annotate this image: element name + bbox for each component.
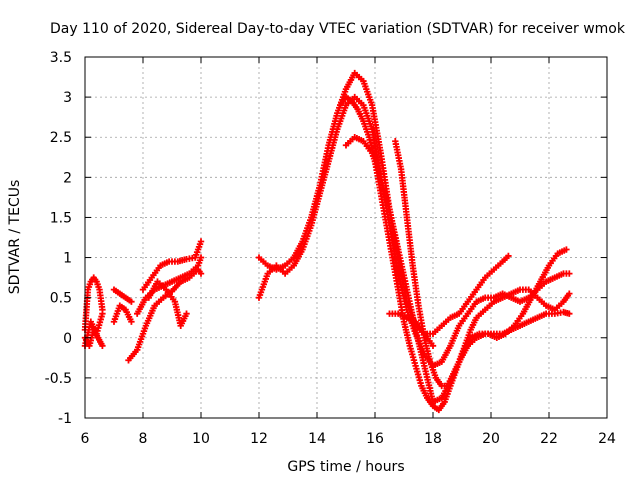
y-tick-label: 1 [63, 251, 72, 267]
y-tick-label: 2.5 [50, 130, 72, 146]
x-tick-label: 12 [250, 431, 268, 447]
data-point [566, 310, 573, 317]
x-tick-labels: 6 8 10 12 14 16 18 20 22 24 [81, 431, 616, 447]
chart-title: Day 110 of 2020, Sidereal Day-to-day VTE… [50, 21, 626, 37]
data-point [563, 246, 570, 253]
data-point [197, 238, 205, 245]
y-tick-label: 3 [63, 90, 72, 106]
data-point [429, 342, 437, 349]
data-point [566, 290, 573, 297]
series-track-f [125, 266, 205, 364]
y-tick-label: 0 [63, 331, 72, 347]
series-track-n [392, 138, 573, 390]
data-point [128, 298, 135, 305]
x-tick-label: 10 [192, 431, 210, 447]
x-tick-label: 22 [540, 431, 558, 447]
series-track-e [110, 286, 135, 305]
series-track-o [386, 310, 437, 349]
data-series [81, 69, 573, 414]
x-tick-label: 24 [598, 431, 616, 447]
axis-ticks [84, 56, 608, 419]
data-point [566, 270, 573, 277]
series-track-h [139, 238, 205, 293]
series-track-l [337, 93, 570, 414]
x-tick-label: 20 [482, 431, 500, 447]
data-point [183, 310, 190, 317]
data-point [197, 270, 205, 277]
x-tick-label: 8 [139, 431, 148, 447]
x-tick-label: 14 [308, 431, 326, 447]
y-tick-label: -0.5 [45, 371, 72, 387]
data-point [505, 252, 512, 260]
series-track-d [110, 302, 135, 325]
series-track-i [145, 278, 190, 329]
data-point [197, 254, 205, 261]
data-point [99, 310, 106, 317]
data-point [99, 342, 106, 349]
y-tick-label: 2 [63, 170, 72, 186]
y-tick-label: 3.5 [50, 50, 72, 66]
y-tick-labels: -1 -0.5 0 0.5 1 1.5 2 2.5 3 3.5 [45, 50, 72, 427]
y-tick-label: 1.5 [50, 210, 72, 226]
x-tick-label: 6 [81, 431, 90, 447]
y-tick-label: 0.5 [50, 291, 72, 307]
plot-frame [84, 56, 608, 419]
x-tick-label: 16 [366, 431, 384, 447]
y-tick-label: -1 [58, 411, 72, 427]
data-point [128, 318, 135, 325]
x-axis-label: GPS time / hours [287, 459, 404, 475]
y-axis-label: SDTVAR / TECUs [7, 180, 23, 295]
x-tick-label: 18 [424, 431, 442, 447]
